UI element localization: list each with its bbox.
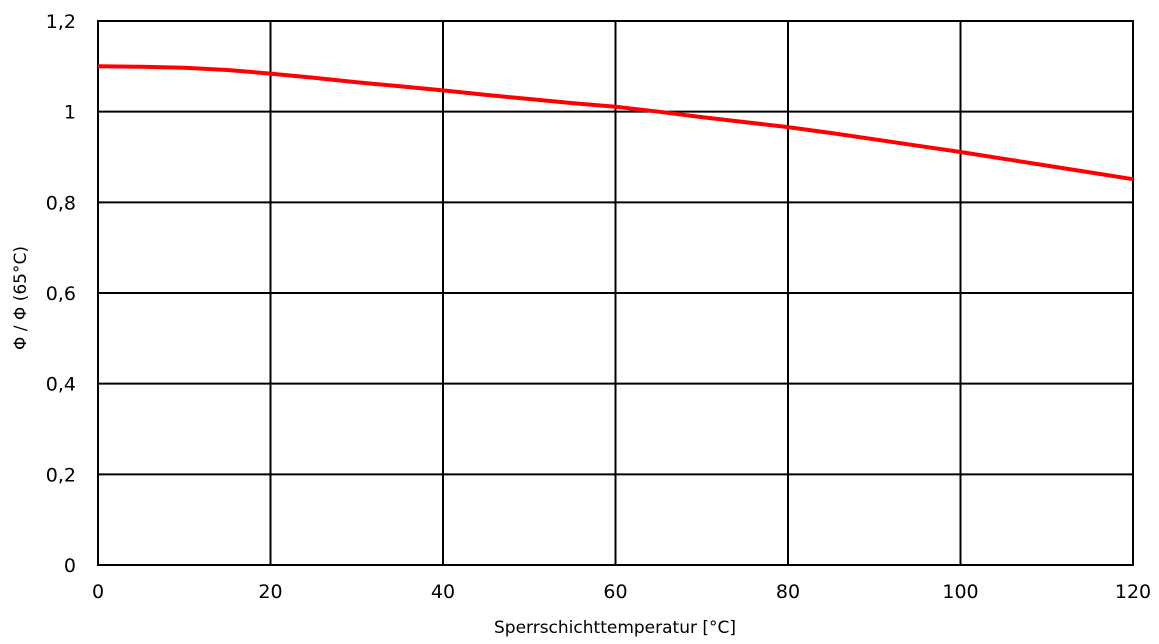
grid [97, 20, 1134, 566]
y-tick-label: 0 [64, 555, 76, 577]
y-axis-label: Φ / Φ (65°C) [11, 246, 31, 350]
x-tick-label: 120 [1115, 581, 1151, 603]
y-tick-label: 1 [64, 102, 76, 124]
x-axis-label: Sperrschichttemperatur [°C] [494, 618, 736, 638]
series-line [97, 64, 1134, 182]
x-tick-label: 80 [776, 581, 800, 603]
plot-frame [97, 20, 1134, 566]
x-tick-label: 0 [92, 581, 104, 603]
x-tick-label: 40 [431, 581, 455, 603]
y-tick-label: 0,4 [46, 374, 76, 396]
y-tick-label: 0,2 [46, 464, 76, 486]
series-layer [97, 64, 1134, 182]
y-tick-label: 0,6 [46, 283, 76, 305]
y-tick-label: 0,8 [46, 192, 76, 214]
tick-labels: 0 20 40 60 80 100 120 0 0,2 0,4 0,6 0,8 1 1,2 [46, 11, 1151, 603]
x-tick-label: 100 [942, 581, 978, 603]
y-tick-label: 1,2 [46, 11, 76, 33]
x-tick-label: 60 [603, 581, 627, 603]
x-tick-label: 20 [258, 581, 282, 603]
